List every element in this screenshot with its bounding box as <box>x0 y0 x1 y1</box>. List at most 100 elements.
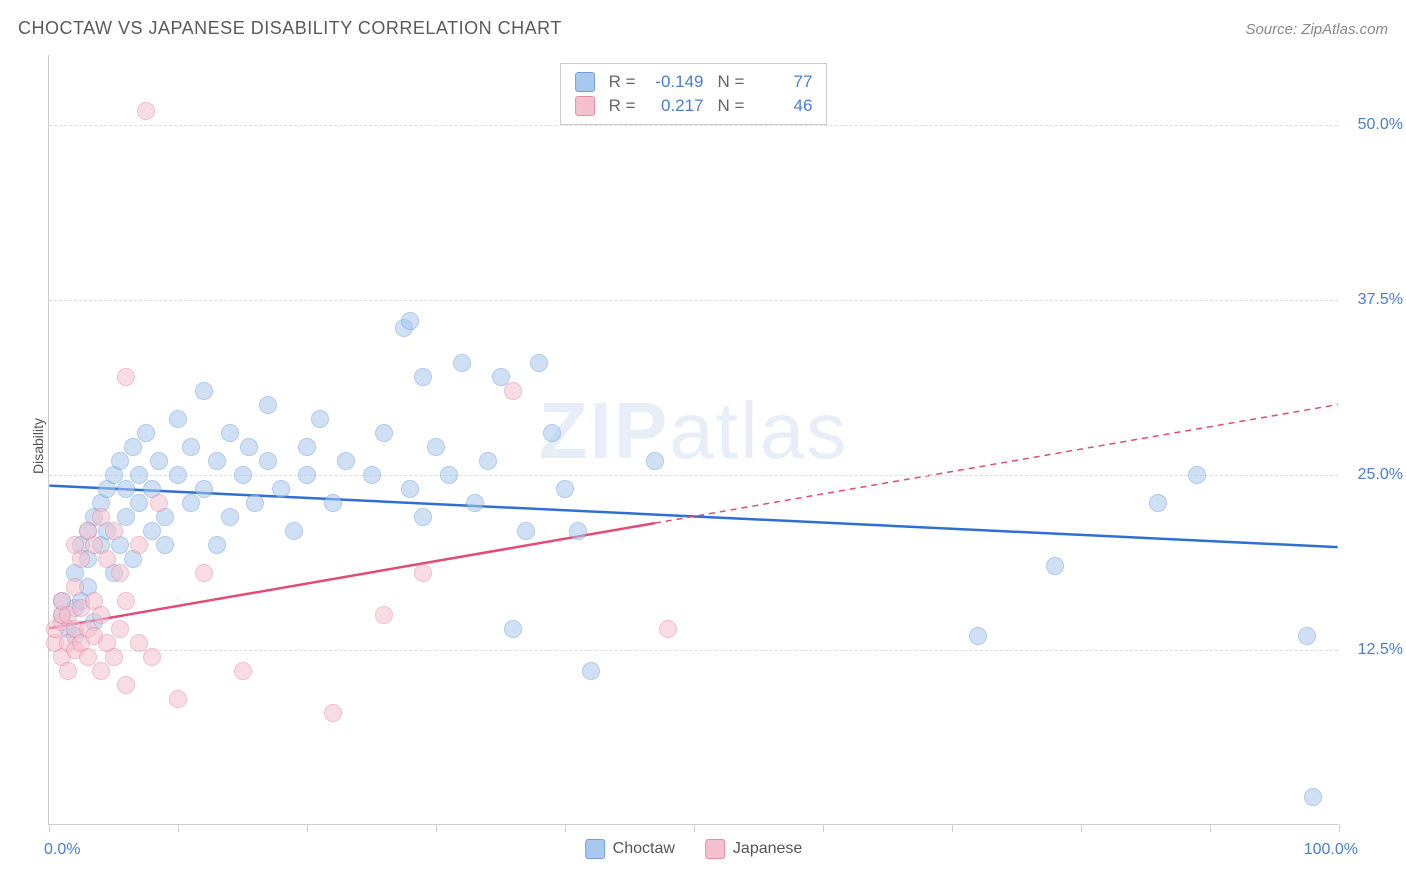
data-point <box>298 466 316 484</box>
data-point <box>414 368 432 386</box>
legend-item-choctaw: Choctaw <box>585 839 675 859</box>
data-point <box>234 662 252 680</box>
x-tick <box>1339 824 1340 832</box>
data-point <box>517 522 535 540</box>
data-point <box>646 452 664 470</box>
n-label: N = <box>718 96 745 116</box>
n-label: N = <box>718 72 745 92</box>
choctaw-n-value: 77 <box>752 72 812 92</box>
data-point <box>375 424 393 442</box>
stats-legend: R = -0.149 N = 77 R = 0.217 N = 46 <box>560 63 828 125</box>
data-point <box>414 564 432 582</box>
data-point <box>569 522 587 540</box>
data-point <box>195 480 213 498</box>
data-point <box>208 452 226 470</box>
x-tick <box>307 824 308 832</box>
japanese-swatch <box>575 96 595 116</box>
data-point <box>169 690 187 708</box>
data-point <box>117 676 135 694</box>
data-point <box>375 606 393 624</box>
gridline <box>49 125 1338 126</box>
data-point <box>234 466 252 484</box>
data-point <box>414 508 432 526</box>
data-point <box>246 494 264 512</box>
x-tick <box>565 824 566 832</box>
data-point <box>137 102 155 120</box>
data-point <box>195 382 213 400</box>
x-tick <box>1081 824 1082 832</box>
data-point <box>66 578 84 596</box>
data-point <box>363 466 381 484</box>
data-point <box>182 494 200 512</box>
legend-label: Japanese <box>733 840 802 858</box>
x-tick <box>694 824 695 832</box>
data-point <box>169 466 187 484</box>
x-tick <box>823 824 824 832</box>
data-point <box>150 494 168 512</box>
data-point <box>479 452 497 470</box>
data-point <box>182 438 200 456</box>
data-point <box>466 494 484 512</box>
gridline <box>49 300 1338 301</box>
data-point <box>72 550 90 568</box>
data-point <box>195 564 213 582</box>
data-point <box>543 424 561 442</box>
data-point <box>124 438 142 456</box>
data-point <box>111 620 129 638</box>
data-point <box>117 368 135 386</box>
data-point <box>1188 466 1206 484</box>
data-point <box>150 452 168 470</box>
data-point <box>259 396 277 414</box>
gridline <box>49 650 1338 651</box>
legend-item-japanese: Japanese <box>705 839 802 859</box>
data-point <box>221 508 239 526</box>
data-point <box>59 662 77 680</box>
data-point <box>1304 788 1322 806</box>
y-tick-label: 37.5% <box>1358 291 1403 309</box>
data-point <box>105 648 123 666</box>
data-point <box>111 452 129 470</box>
japanese-r-value: 0.217 <box>644 96 704 116</box>
data-point <box>504 620 522 638</box>
y-tick-label: 12.5% <box>1358 641 1403 659</box>
data-point <box>137 424 155 442</box>
plot-area: ZIPatlas R = -0.149 N = 77 R = 0.217 N =… <box>48 55 1338 825</box>
data-point <box>401 312 419 330</box>
data-point <box>1298 627 1316 645</box>
source-credit: Source: ZipAtlas.com <box>1245 21 1388 38</box>
data-point <box>117 508 135 526</box>
series-legend: Choctaw Japanese <box>585 839 803 859</box>
choctaw-swatch <box>585 839 605 859</box>
stats-row-japanese: R = 0.217 N = 46 <box>575 94 813 118</box>
data-point <box>169 410 187 428</box>
japanese-swatch <box>705 839 725 859</box>
y-tick-label: 50.0% <box>1358 116 1403 134</box>
data-point <box>453 354 471 372</box>
x-axis-max-label: 100.0% <box>1304 841 1358 859</box>
chart-title: CHOCTAW VS JAPANESE DISABILITY CORRELATI… <box>18 18 562 39</box>
data-point <box>105 522 123 540</box>
data-point <box>156 536 174 554</box>
data-point <box>285 522 303 540</box>
data-point <box>401 480 419 498</box>
data-point <box>1046 557 1064 575</box>
data-point <box>240 438 258 456</box>
data-point <box>92 606 110 624</box>
chart-header: CHOCTAW VS JAPANESE DISABILITY CORRELATI… <box>18 18 1388 39</box>
stats-row-choctaw: R = -0.149 N = 77 <box>575 70 813 94</box>
x-axis-min-label: 0.0% <box>44 841 80 859</box>
data-point <box>130 536 148 554</box>
data-point <box>259 452 277 470</box>
data-point <box>530 354 548 372</box>
y-axis-label: Disability <box>30 418 46 474</box>
data-point <box>324 494 342 512</box>
x-tick <box>178 824 179 832</box>
data-point <box>1149 494 1167 512</box>
data-point <box>969 627 987 645</box>
data-point <box>143 648 161 666</box>
y-tick-label: 25.0% <box>1358 466 1403 484</box>
data-point <box>130 494 148 512</box>
data-point <box>208 536 226 554</box>
x-tick <box>1210 824 1211 832</box>
data-point <box>117 592 135 610</box>
